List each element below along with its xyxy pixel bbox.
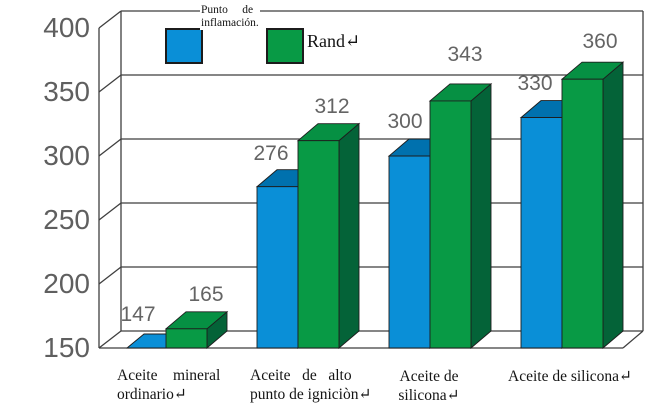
bar-inflamacion-group2-front — [256, 186, 299, 349]
category-label-line: Aceite de — [399, 368, 459, 385]
legend-label-rand: Rand↵ — [307, 31, 361, 51]
grid-line — [98, 138, 122, 157]
y-tick-label: 350 — [43, 76, 90, 107]
grid-line — [98, 266, 122, 285]
category-label-line: ordinario↵ — [117, 386, 187, 403]
legend-label-line2: inflamación. — [201, 17, 259, 29]
value-label: 360 — [582, 30, 618, 53]
bar-rand-group4-front — [561, 78, 604, 349]
category-label-line: punto de igniciòn↵ — [250, 386, 372, 403]
legend-label-punto-de-inflamacion: Punto de inflamación. — [200, 4, 260, 30]
category-label-line: Aceite de silicona↵ — [508, 368, 633, 385]
grid-line — [622, 330, 644, 349]
bar-rand-group2-front — [297, 140, 340, 349]
legend-swatch-rand — [266, 28, 304, 64]
category-label-line: Aceite mineral — [117, 367, 221, 384]
grid-line — [98, 330, 122, 349]
value-label: 343 — [447, 43, 483, 66]
grid-line — [98, 202, 122, 221]
value-label: 165 — [188, 283, 224, 306]
legend-label-line1: Punto de — [201, 4, 254, 16]
category-label: Aceite de alto punto de igniciòn↵ — [250, 366, 372, 404]
value-label: 276 — [253, 142, 289, 165]
category-label: Aceite mineral ordinario↵ — [117, 366, 233, 404]
bar-rand-group4-side — [602, 61, 624, 349]
category-label: Aceite de silicona↵ — [508, 367, 658, 386]
legend-swatch-punto-de-inflamacion — [165, 28, 203, 64]
value-label: 147 — [120, 303, 156, 326]
bar-inflamacion-group4-front — [520, 117, 563, 349]
bar-rand-group2-side — [338, 122, 360, 349]
y-tick-label: 200 — [43, 268, 90, 299]
bar-rand-group3-front — [429, 100, 472, 349]
category-label-line: silicona↵ — [398, 387, 460, 404]
bar-rand-group3-side — [470, 82, 492, 349]
value-label: 300 — [387, 110, 423, 133]
y-tick-label: 300 — [43, 140, 90, 171]
y-tick-label: 400 — [43, 12, 90, 43]
bar-rand-group1-front — [165, 328, 208, 349]
y-tick-label: 150 — [43, 332, 90, 363]
value-label: 312 — [314, 95, 350, 118]
grid-line — [98, 10, 122, 29]
bar-inflamacion-group3-front — [388, 155, 431, 349]
grid-line — [98, 74, 122, 93]
category-label: Aceite de silicona↵ — [396, 367, 462, 405]
y-tick-label: 250 — [43, 204, 90, 235]
category-label-line: Aceite de alto — [250, 367, 352, 384]
value-label: 330 — [517, 72, 553, 95]
